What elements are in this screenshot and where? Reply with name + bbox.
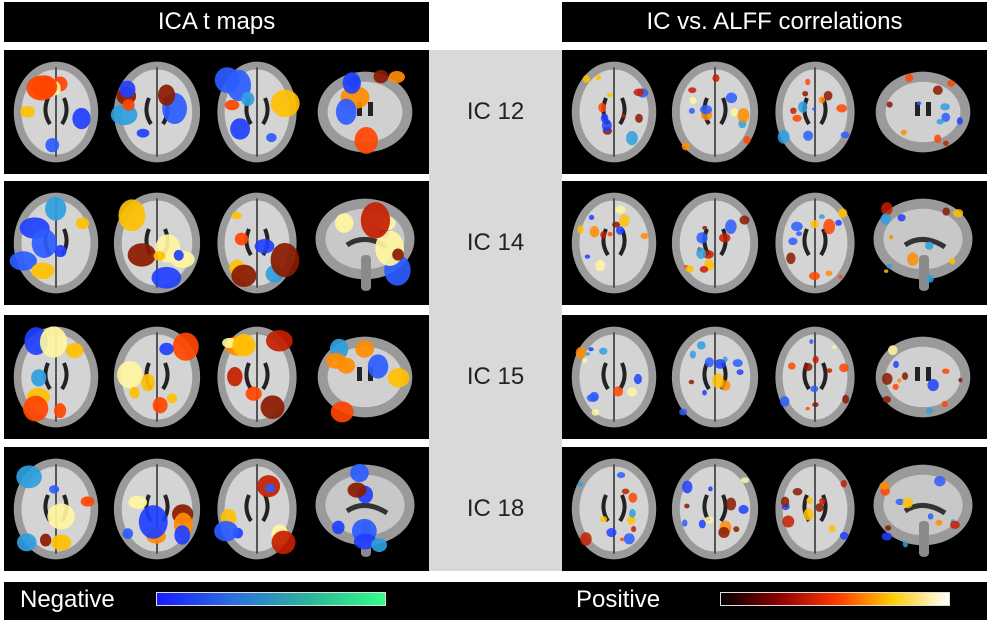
brain-slice xyxy=(775,61,855,163)
brain-slice xyxy=(671,326,759,428)
positive-colorbar xyxy=(720,592,950,606)
brain-slice xyxy=(571,326,657,428)
brain-slice xyxy=(110,61,201,163)
component-label: IC 15 xyxy=(429,315,562,439)
brain-slice xyxy=(875,71,971,153)
alff-correlation-panel xyxy=(562,315,987,439)
brain-slice xyxy=(875,336,971,418)
brain-slice xyxy=(13,326,99,428)
ica-map-panel xyxy=(4,50,429,174)
negative-label: Negative xyxy=(20,586,115,613)
brain-slice xyxy=(671,61,759,163)
ica-map-panel xyxy=(4,315,429,439)
brain-slice xyxy=(315,198,415,291)
header-ic-alff-correlations: IC vs. ALFF correlations xyxy=(562,2,987,42)
brain-slice xyxy=(775,326,855,428)
colorbar-footer: Negative Positive xyxy=(4,582,987,620)
component-label: IC 12 xyxy=(429,50,562,174)
component-label: IC 18 xyxy=(429,447,562,571)
header-ica-t-maps: ICA t maps xyxy=(4,2,429,42)
brain-slice xyxy=(214,458,297,560)
brain-slice xyxy=(317,336,413,423)
brain-slice xyxy=(9,192,99,294)
brain-slice xyxy=(775,192,855,294)
brain-slice xyxy=(113,192,201,294)
brain-slice xyxy=(217,192,300,294)
brain-slice xyxy=(317,69,413,154)
brain-slice xyxy=(571,458,657,560)
brain-slice xyxy=(873,464,973,557)
brain-slice xyxy=(13,61,99,163)
brain-slice xyxy=(571,192,657,294)
brain-slice xyxy=(315,463,415,557)
brain-slice xyxy=(671,458,759,560)
brain-slice xyxy=(113,326,201,428)
ica-map-panel xyxy=(4,447,429,571)
brain-slice xyxy=(13,458,99,560)
component-label: IC 14 xyxy=(429,181,562,305)
brain-slice xyxy=(571,61,657,163)
ica-map-panel xyxy=(4,181,429,305)
positive-label: Positive xyxy=(576,586,661,613)
alff-correlation-panel xyxy=(562,181,987,305)
negative-colorbar xyxy=(156,592,386,606)
brain-slice xyxy=(217,326,297,428)
brain-slice xyxy=(671,192,759,294)
brain-slice xyxy=(775,458,855,560)
brain-slice xyxy=(214,61,300,163)
brain-slice xyxy=(113,458,201,560)
alff-correlation-panel xyxy=(562,50,987,174)
brain-slice xyxy=(873,198,973,291)
alff-correlation-panel xyxy=(562,447,987,571)
